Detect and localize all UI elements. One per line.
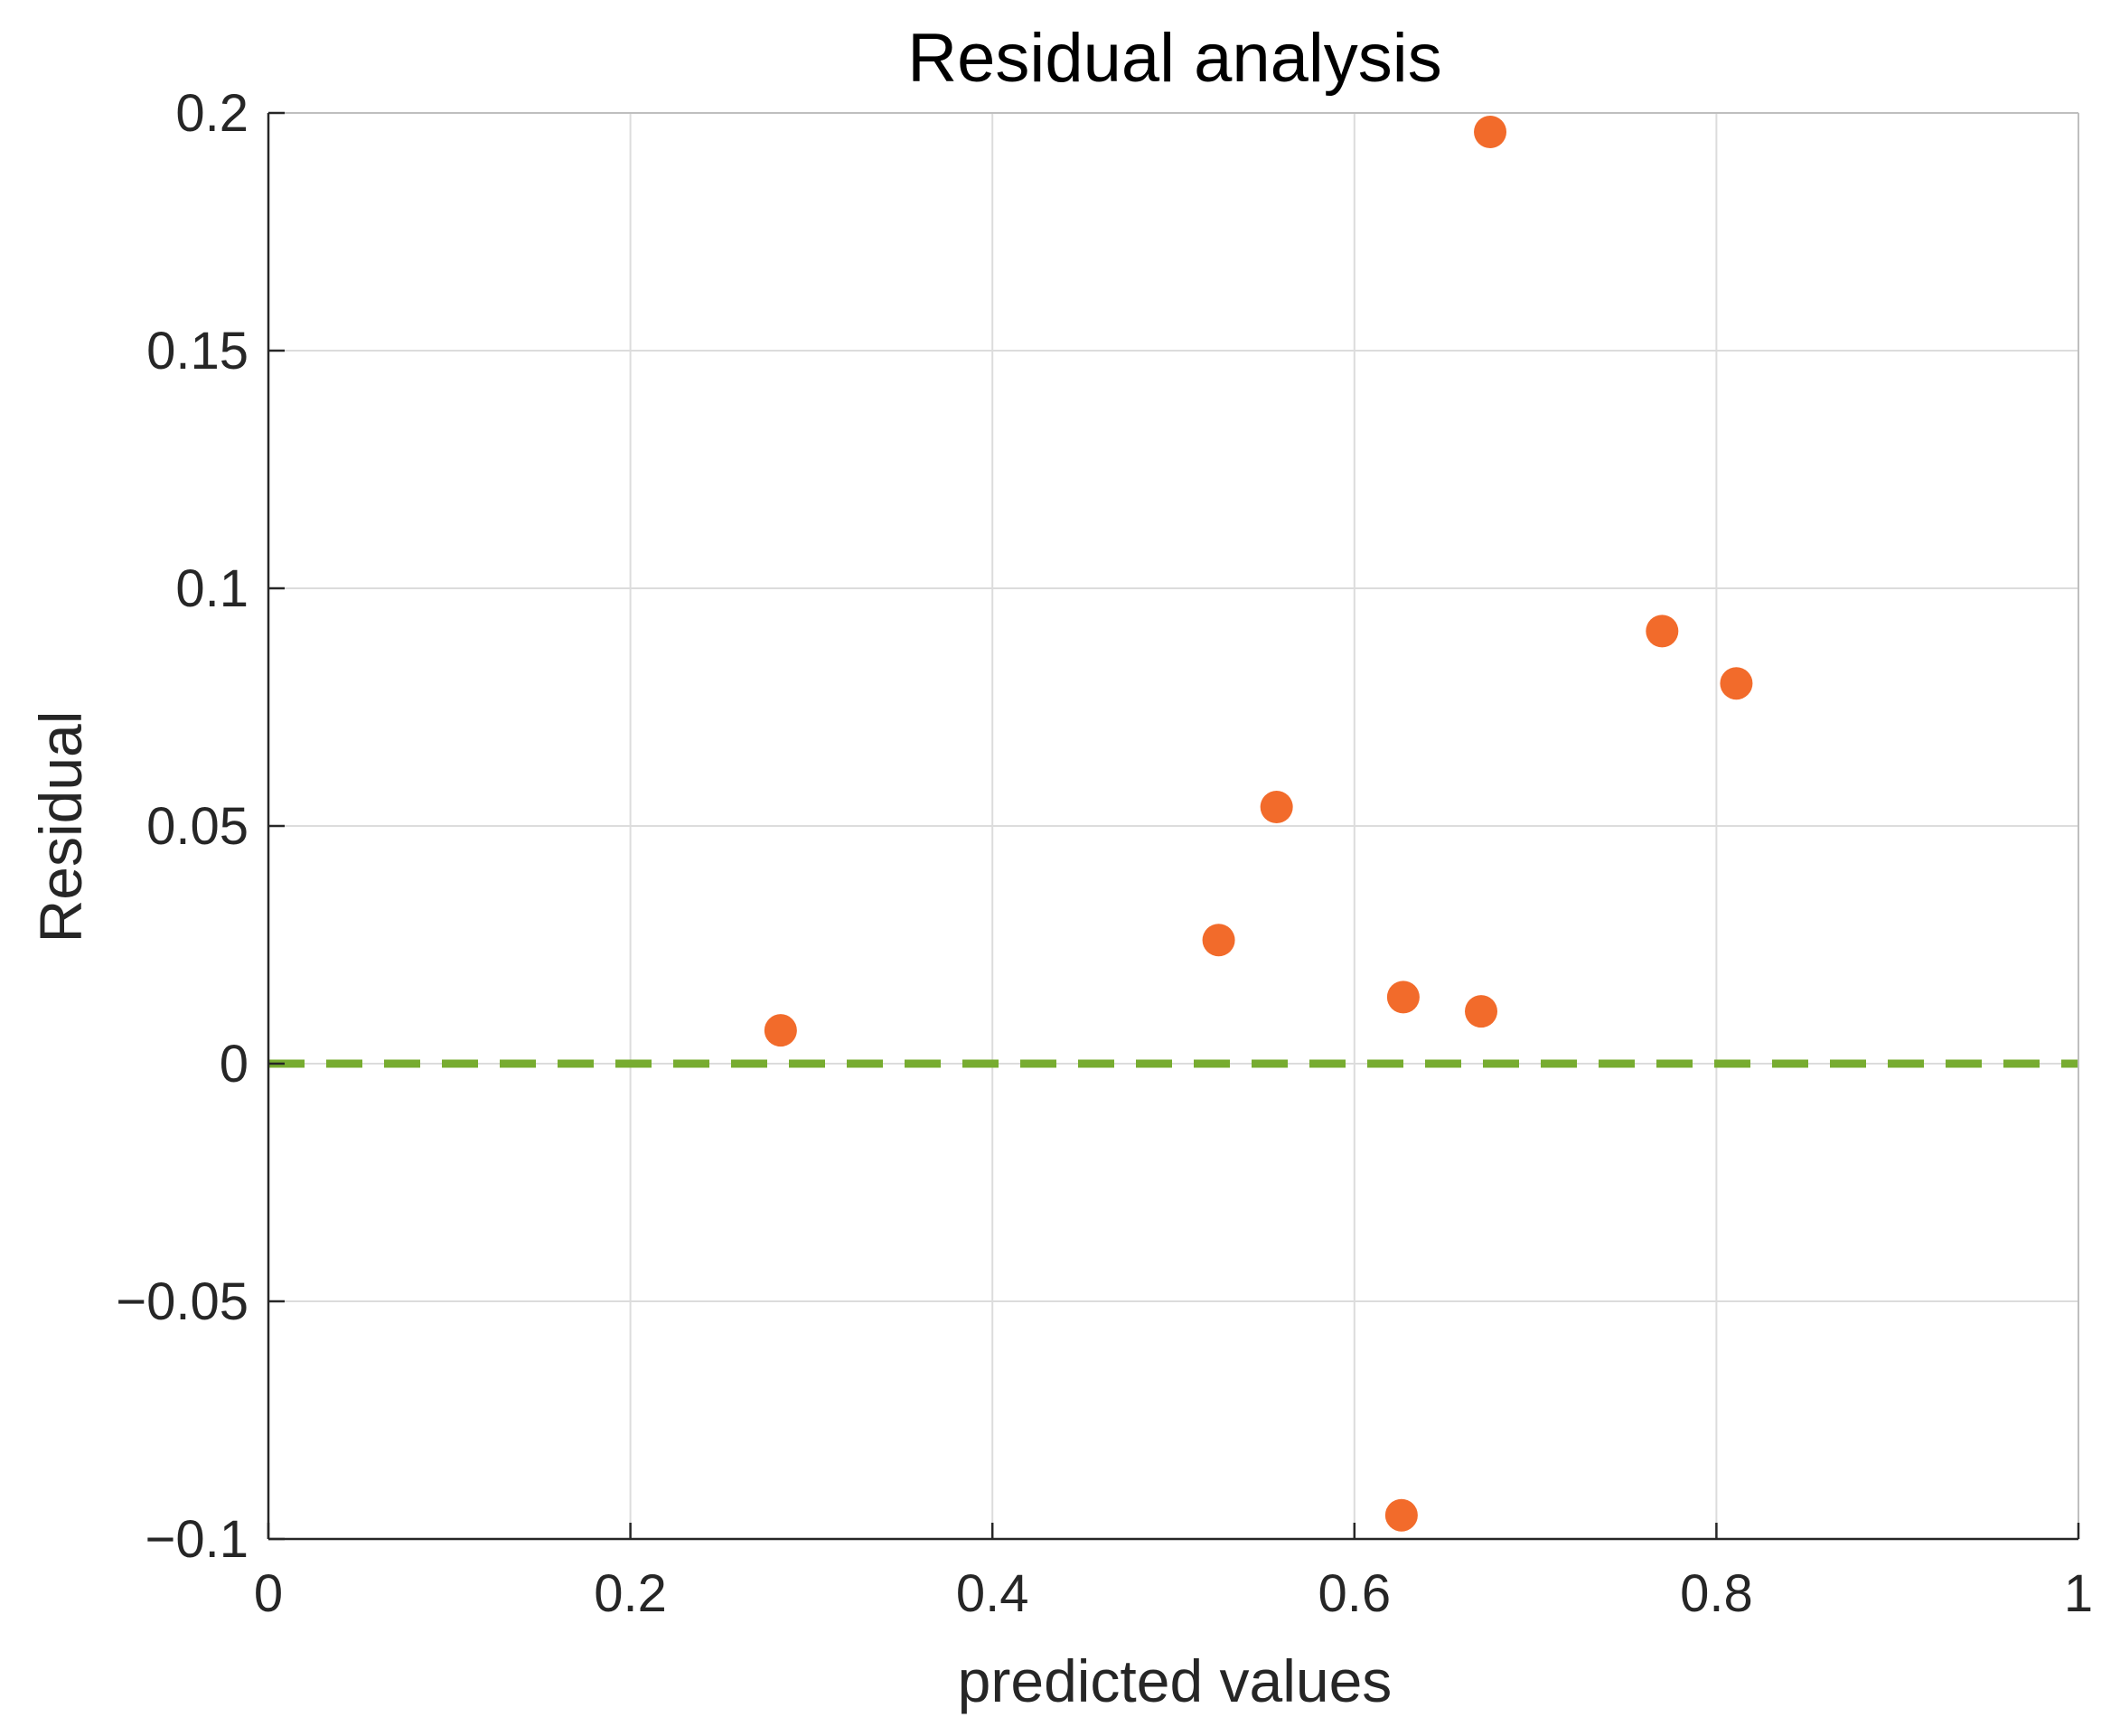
y-tick-label: −0.05 [116,1272,249,1331]
scatter-point [1474,116,1507,149]
x-tick-label: 0.2 [594,1564,667,1623]
grid-lines [268,113,2078,1539]
scatter-point [1386,981,1420,1014]
x-tick-label: 1 [2064,1564,2093,1623]
scatter-point [1720,667,1753,700]
scatter-points [764,116,1753,1532]
chart-title: Residual analysis [907,20,1441,97]
y-tick-label: −0.1 [145,1510,249,1569]
scatter-point [1384,1498,1418,1532]
scatter-point [764,1014,797,1047]
plot-axes [267,111,2080,1541]
tick-labels: 0 0.2 0.4 0.6 0.8 1 −0.1 −0.05 0 0.05 0.1 0.15 0.2 [116,84,2093,1623]
y-tick-label: 0.1 [175,559,249,618]
y-tick-label: 0.2 [175,84,249,143]
scatter-point [1465,995,1498,1028]
x-tick-label: 0.8 [1680,1564,1753,1623]
y-tick-label: 0.15 [146,322,249,380]
scatter-point [1202,924,1235,957]
y-tick-label: 0 [220,1035,249,1093]
scatter-point [1260,790,1293,823]
scatter-point [1646,615,1679,648]
y-tick-label: 0.05 [146,797,249,856]
y-axis-title: Residual [27,711,94,943]
x-axis-title: predicted values [958,1647,1393,1714]
x-tick-label: 0 [254,1564,283,1623]
x-tick-label: 0.4 [956,1564,1029,1623]
x-tick-label: 0.6 [1318,1564,1391,1623]
